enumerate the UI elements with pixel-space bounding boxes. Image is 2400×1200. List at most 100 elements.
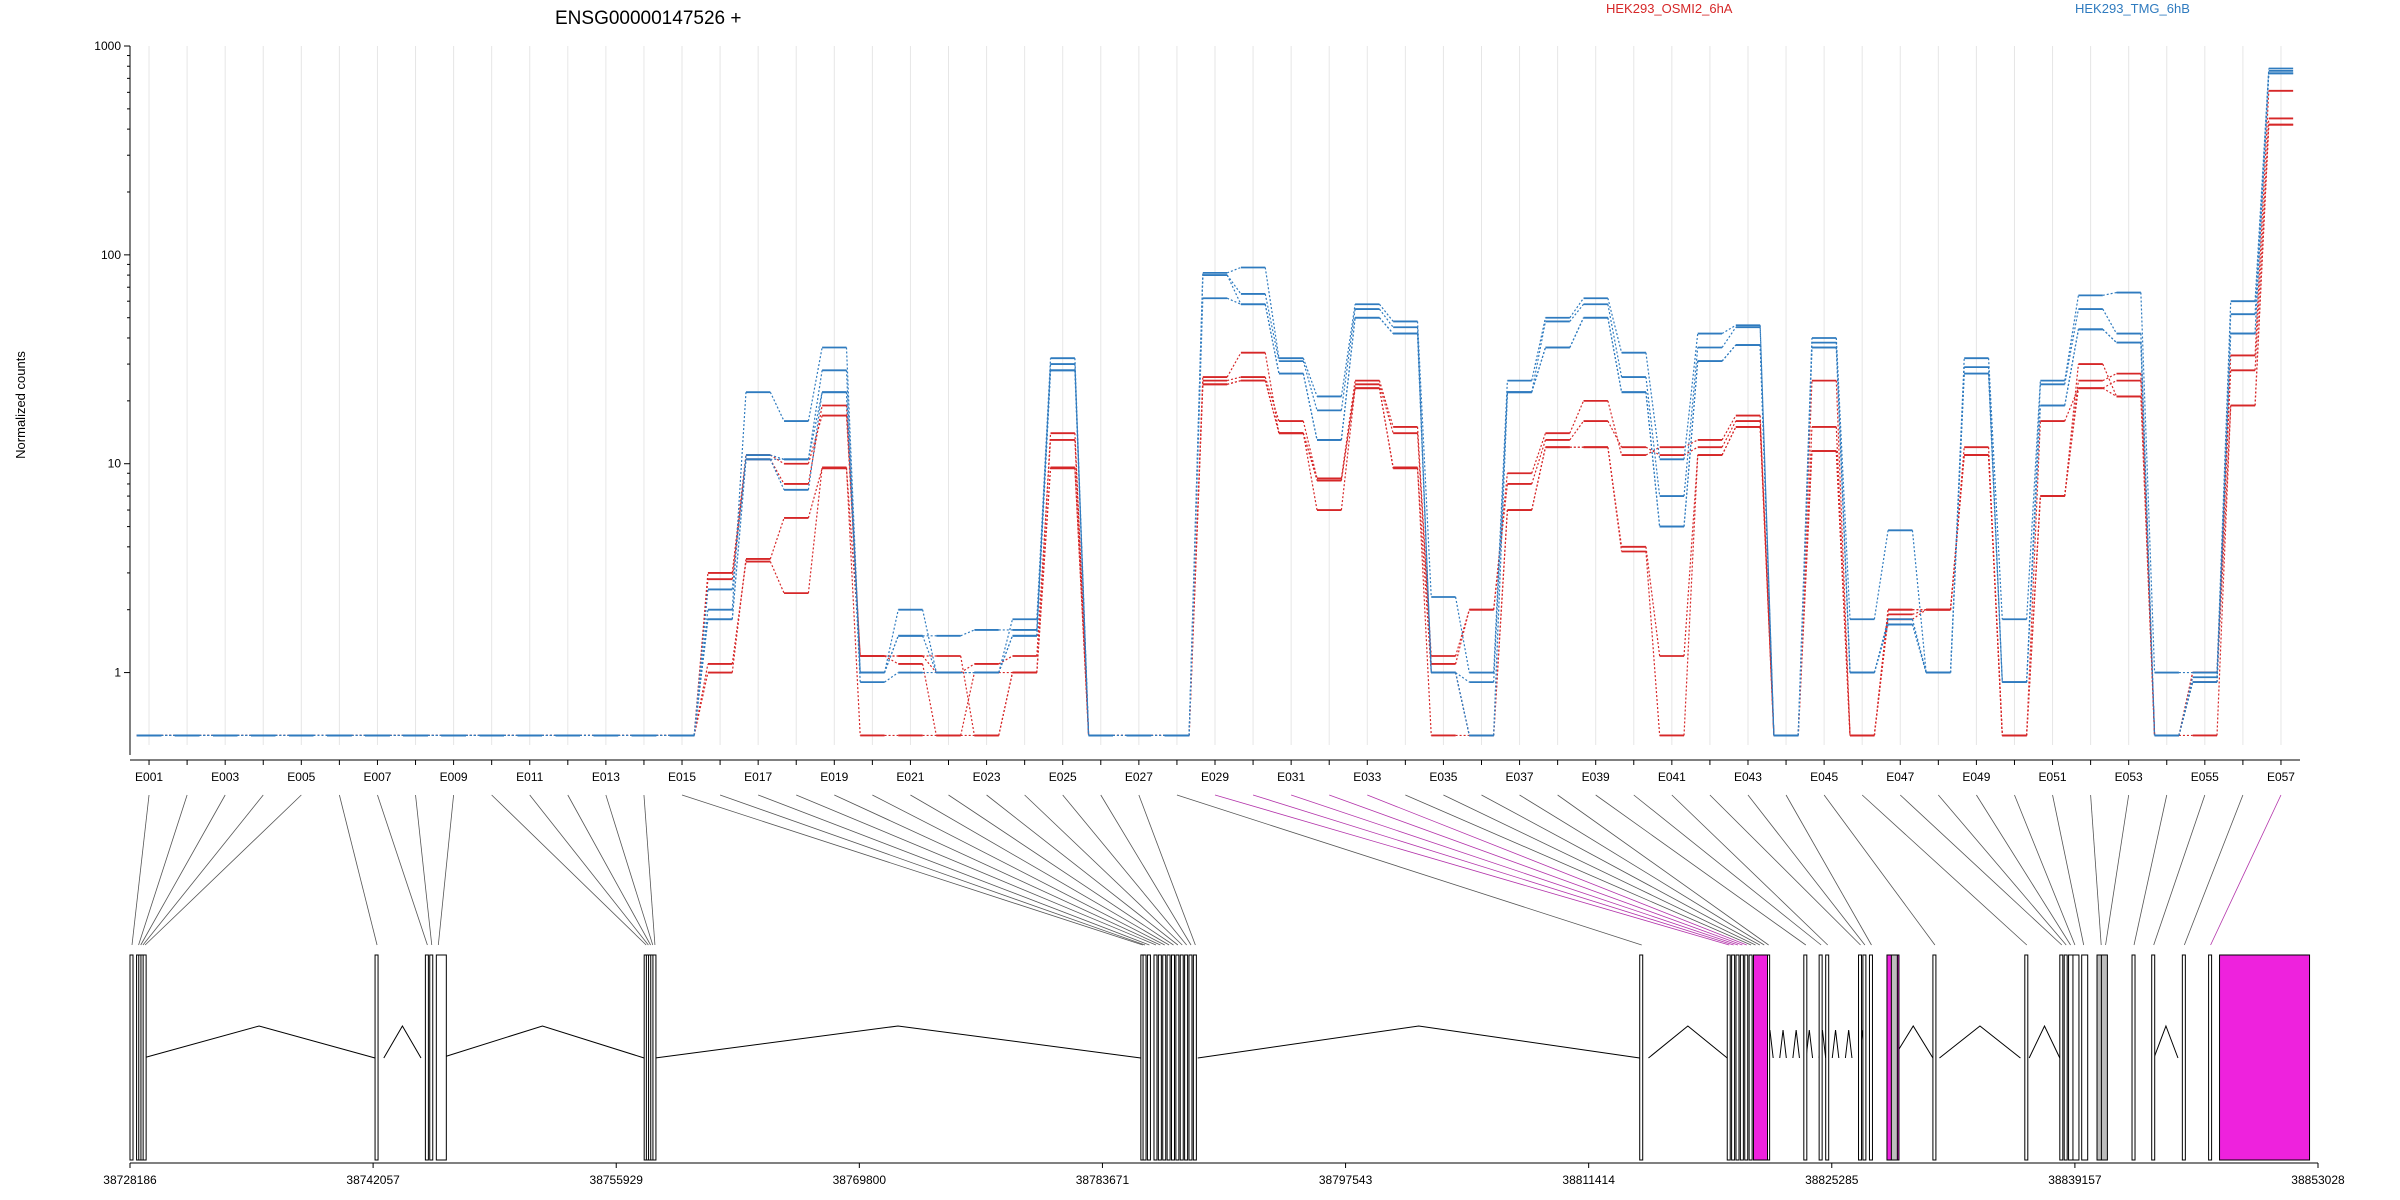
exon-connector — [140, 794, 226, 946]
series-connector — [1340, 388, 1356, 481]
series-connector — [1835, 337, 1851, 620]
series-connector — [1227, 380, 1242, 385]
series-connector — [2216, 370, 2232, 673]
exon-connector — [2183, 794, 2244, 946]
series-connector — [1493, 483, 1508, 610]
exon-box — [2208, 954, 2213, 1161]
series-connector — [731, 392, 747, 610]
series-connector — [1683, 347, 1699, 497]
exon-box — [1739, 954, 1744, 1161]
series-connector — [1302, 433, 1318, 481]
genome-coordinate-axis: 38728186 38742057 38755929 38769800 38783671… — [103, 1162, 2345, 1187]
series-connector — [1340, 309, 1356, 411]
exon-box — [2151, 954, 2156, 1161]
series-connector — [1302, 358, 1318, 397]
series-7 — [136, 72, 2294, 737]
series-connector — [1569, 297, 1585, 319]
intron-line — [1939, 1025, 2021, 1059]
x-tick-label: E009 — [440, 770, 468, 784]
series-connector — [2254, 73, 2270, 334]
x-tick-label: E007 — [363, 770, 391, 784]
exon-box — [1744, 954, 1749, 1161]
series-connector — [1645, 352, 1661, 460]
exon-connector — [1557, 794, 1769, 946]
series-connector — [769, 391, 785, 422]
y-tick-label: 1000 — [94, 39, 121, 53]
genome-tick-label: 38742057 — [346, 1173, 400, 1187]
series-connector — [1227, 376, 1242, 382]
exon-box — [1818, 954, 1823, 1161]
exon-connector — [144, 794, 302, 946]
series-connector — [883, 609, 899, 673]
series-connector — [1531, 347, 1547, 393]
exon-box — [2059, 954, 2064, 1161]
x-tick-label: E013 — [592, 770, 620, 784]
exon-box-highlight — [1752, 954, 1768, 1161]
series-connector — [1531, 433, 1547, 474]
y-tick-label: 100 — [101, 248, 121, 262]
exon-box-shaded — [2100, 954, 2108, 1161]
series-connector — [1264, 293, 1280, 362]
exon-box — [1735, 954, 1740, 1161]
series-connector — [1378, 380, 1394, 428]
y-tick-label: 1 — [114, 666, 121, 680]
x-tick-label: E021 — [896, 770, 924, 784]
exon-connector — [948, 794, 1174, 946]
exon-connector — [1785, 794, 1872, 946]
series-connector — [960, 672, 975, 736]
series-connector — [998, 619, 1014, 673]
exon-box — [1731, 954, 1736, 1161]
x-axis: E001 E003 E005 E007 E009 E011 E013 E015 E017 E019… — [130, 759, 2300, 784]
series-connector — [1226, 297, 1242, 305]
exon-box — [1862, 954, 1867, 1161]
intron-line — [1831, 1029, 1840, 1059]
x-tick-label: E019 — [820, 770, 848, 784]
series-connector — [1302, 420, 1318, 479]
series-connector — [1531, 447, 1547, 511]
series-connector — [807, 468, 823, 519]
exon-connector — [910, 794, 1170, 946]
series-connector — [807, 347, 823, 422]
series-connector — [1340, 317, 1356, 440]
exon-box — [429, 954, 434, 1161]
series-connector — [845, 370, 861, 673]
exon-connector — [2105, 794, 2130, 946]
series-connector — [2102, 308, 2118, 334]
series-connector — [2064, 380, 2080, 497]
x-tick-label: E025 — [1049, 770, 1077, 784]
intron-line — [1844, 1029, 1853, 1059]
series-connector — [1873, 530, 1889, 620]
intron-line — [1792, 1029, 1800, 1059]
x-tick-label: E049 — [1962, 770, 1990, 784]
exon-connector — [1062, 794, 1187, 946]
exon-connector — [2014, 794, 2076, 946]
exon-connector — [2052, 794, 2085, 946]
exon-box — [1153, 954, 1158, 1161]
series-connector — [1264, 376, 1280, 422]
series-connector — [1797, 451, 1813, 736]
genome-tick-label: 38783671 — [1076, 1173, 1130, 1187]
exon-box — [142, 954, 147, 1161]
exon-connector — [377, 794, 428, 946]
series-connector — [1569, 317, 1585, 348]
intron-line — [142, 1025, 376, 1059]
series-connector — [1074, 364, 1090, 736]
series-connector — [1493, 510, 1508, 736]
exon-connector — [719, 794, 1146, 946]
series-connector — [731, 459, 747, 620]
exon-connector — [131, 794, 150, 946]
series-connector — [1683, 455, 1699, 657]
intron-line — [1648, 1025, 1728, 1059]
exon-connector — [491, 794, 647, 946]
legend-label-osmi2: HEK293_OSMI2_6hA — [1606, 1, 1733, 16]
exon-connector — [1899, 794, 2063, 946]
series-connector — [1188, 275, 1204, 736]
exon-connector — [1709, 794, 1861, 946]
series-connector — [1911, 530, 1927, 673]
series-connector — [2026, 496, 2041, 736]
x-tick-label: E053 — [2115, 770, 2143, 784]
x-tick-label: E003 — [211, 770, 239, 784]
x-tick-label: E039 — [1582, 770, 1610, 784]
exon-box — [1162, 954, 1167, 1161]
series-connector — [1569, 303, 1584, 322]
